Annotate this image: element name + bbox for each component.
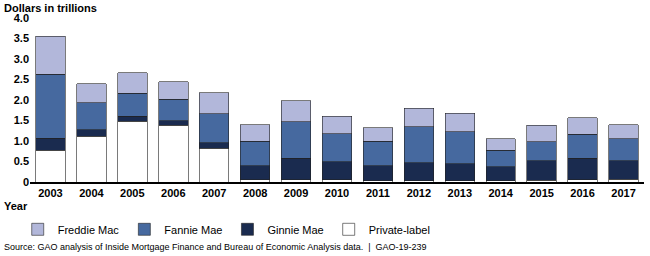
svg-text:2003: 2003: [38, 187, 62, 199]
svg-text:0.5: 0.5: [14, 155, 29, 167]
svg-text:2017: 2017: [611, 187, 635, 199]
svg-text:Source: GAO analysis of Inside: Source: GAO analysis of Inside Mortgage …: [4, 242, 427, 252]
svg-text:2012: 2012: [407, 187, 431, 199]
svg-text:Fannie Mae: Fannie Mae: [164, 224, 222, 236]
svg-text:Freddie Mac: Freddie Mac: [58, 224, 120, 236]
svg-text:3.5: 3.5: [14, 32, 29, 44]
svg-text:0: 0: [23, 176, 29, 188]
svg-text:2011: 2011: [366, 187, 390, 199]
svg-text:Private-label: Private-label: [369, 224, 430, 236]
svg-text:2007: 2007: [202, 187, 226, 199]
svg-text:1.0: 1.0: [14, 135, 29, 147]
svg-text:Ginnie Mae: Ginnie Mae: [267, 224, 323, 236]
svg-text:2015: 2015: [529, 187, 553, 199]
svg-text:Year: Year: [4, 200, 28, 212]
svg-text:2.5: 2.5: [14, 73, 29, 85]
svg-text:2013: 2013: [448, 187, 472, 199]
svg-text:4.0: 4.0: [14, 12, 29, 24]
svg-text:Dollars in trillions: Dollars in trillions: [4, 2, 97, 14]
svg-text:3.0: 3.0: [14, 53, 29, 65]
svg-text:2014: 2014: [488, 187, 513, 199]
svg-text:2016: 2016: [570, 187, 594, 199]
svg-text:2.0: 2.0: [14, 94, 29, 106]
svg-text:2005: 2005: [120, 187, 144, 199]
svg-text:2009: 2009: [284, 187, 308, 199]
svg-text:2008: 2008: [243, 187, 267, 199]
svg-text:2006: 2006: [161, 187, 185, 199]
svg-text:2004: 2004: [79, 187, 104, 199]
svg-text:2010: 2010: [325, 187, 349, 199]
svg-text:1.5: 1.5: [14, 114, 29, 126]
